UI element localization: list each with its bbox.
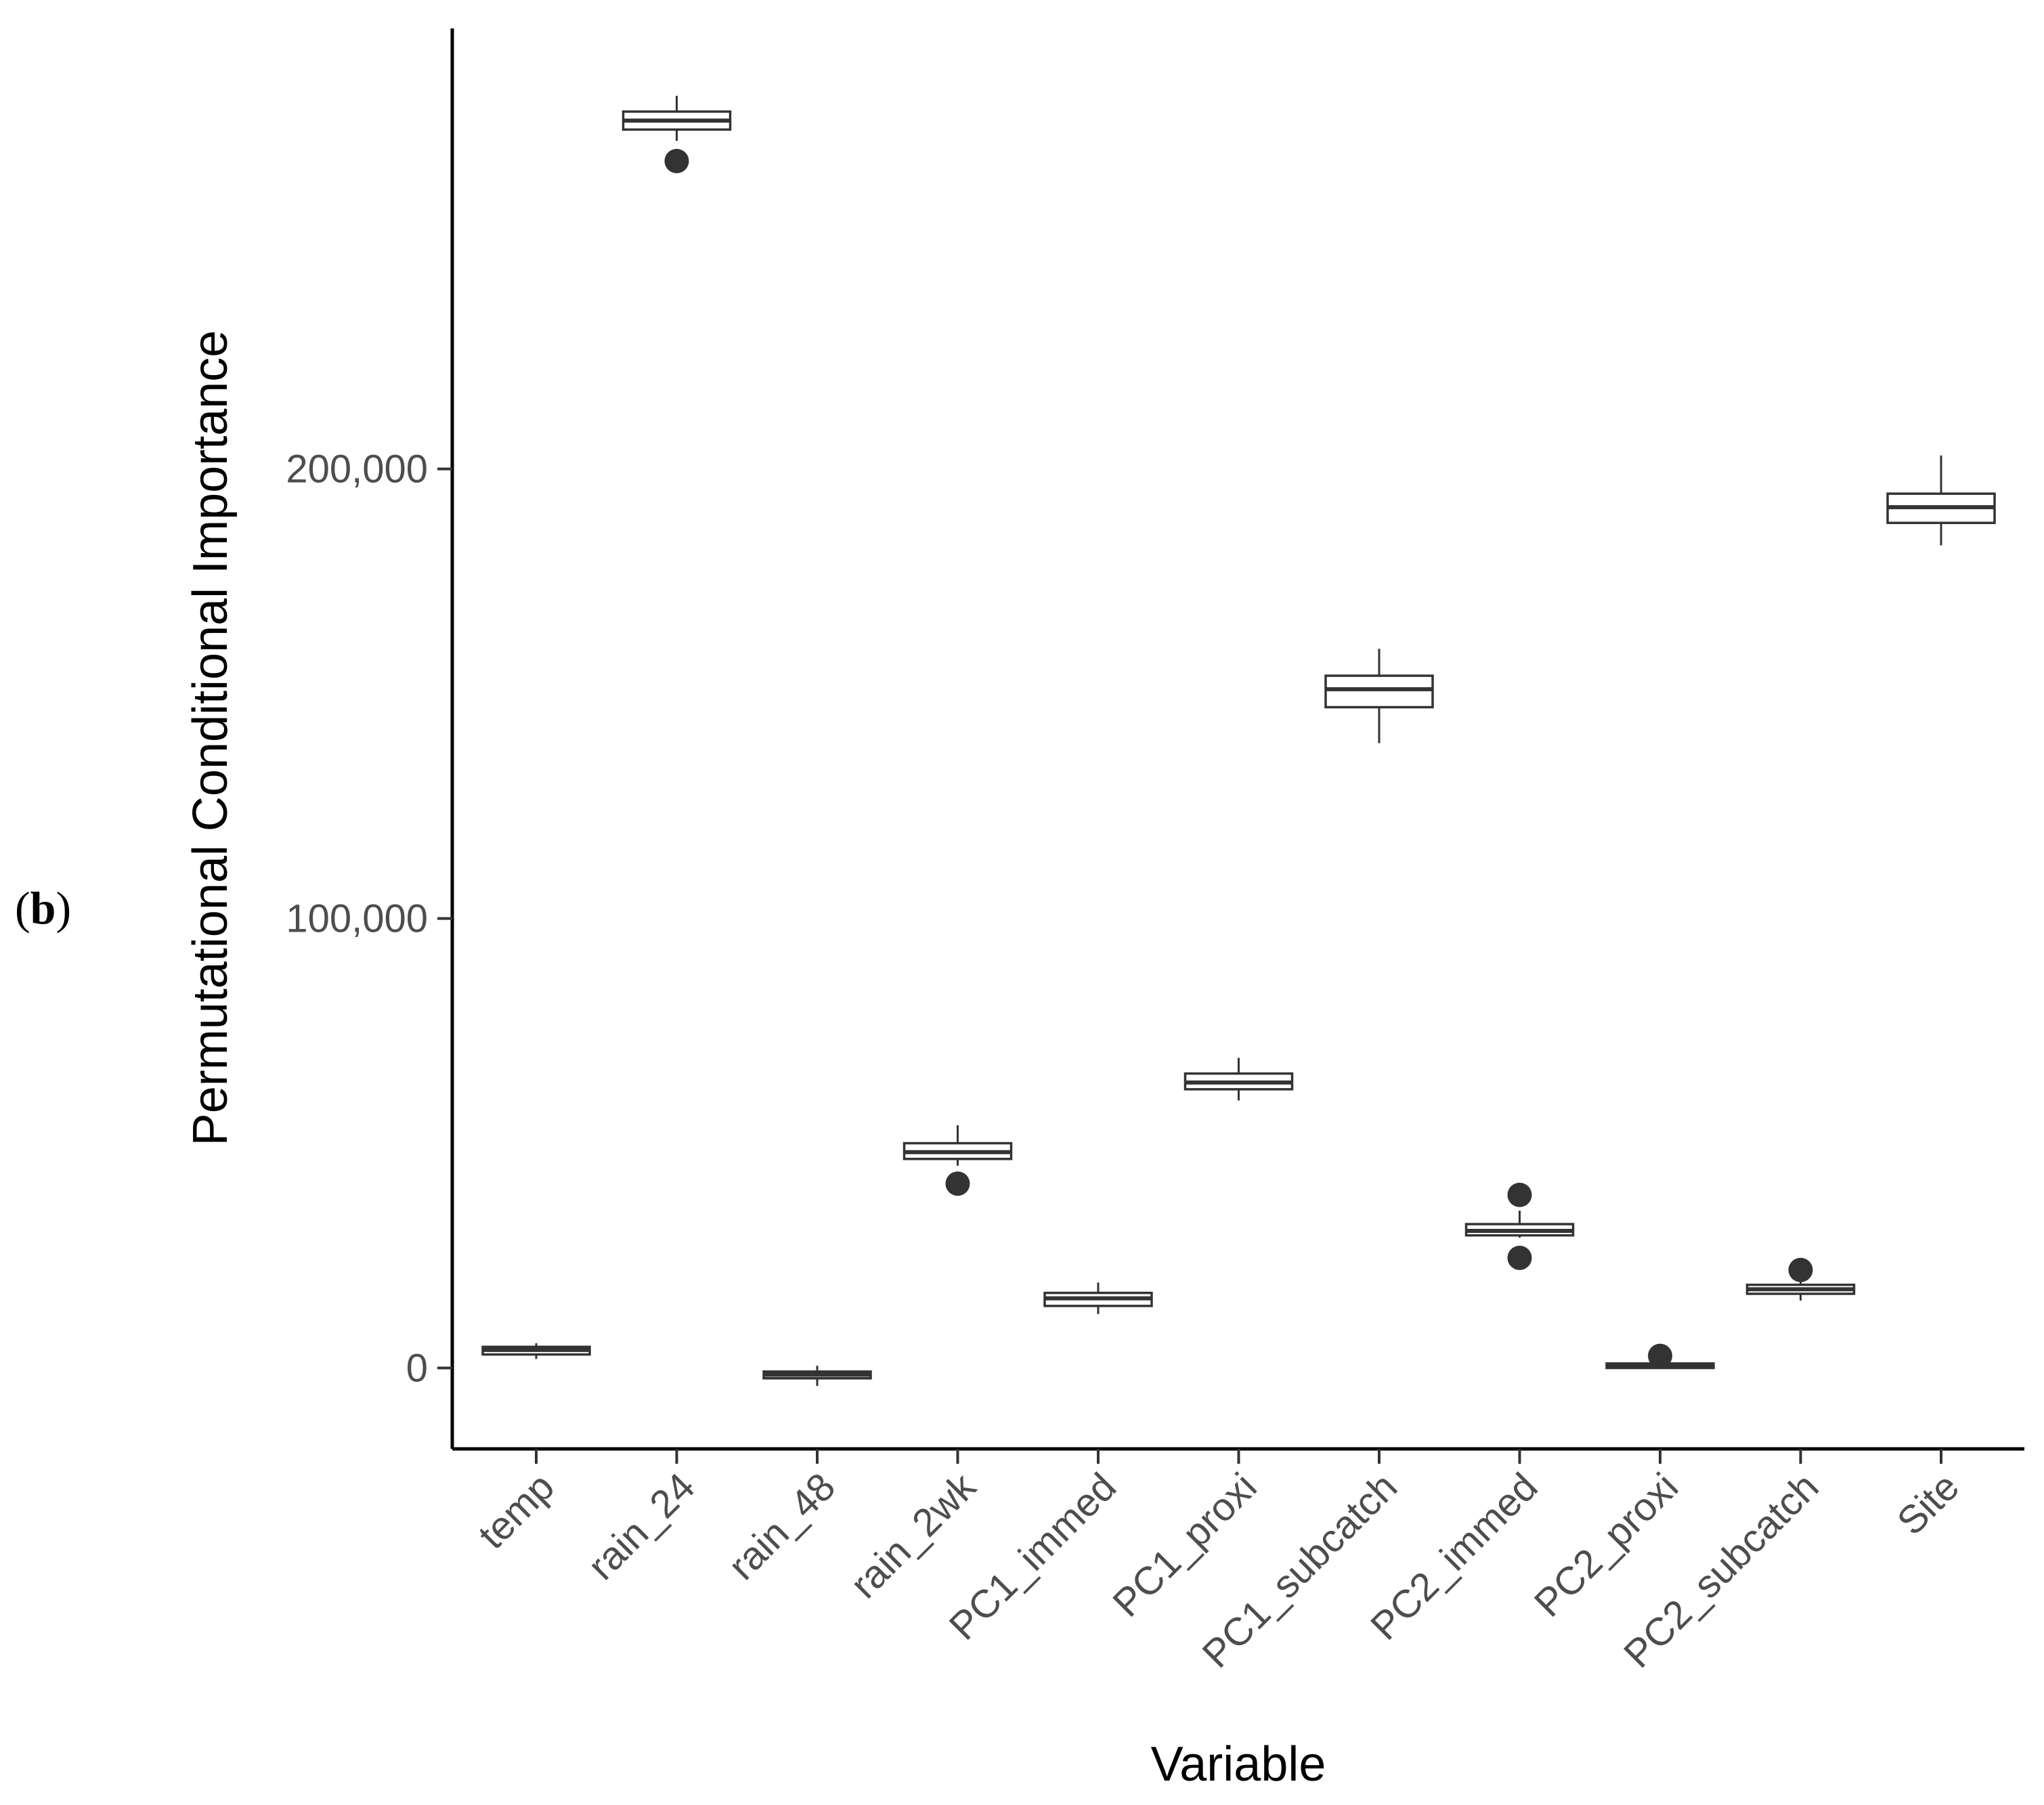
x-tick-label: rain_24 — [580, 1464, 703, 1588]
y-tick-label: 200,000 — [286, 448, 428, 492]
box-PC2_immed — [1464, 1182, 1575, 1270]
iqr-box — [1324, 674, 1434, 709]
axes: 0 100,000 200,000 temp rain_24 rain_48rain_2w… — [286, 28, 2024, 1676]
boxes — [481, 95, 1996, 1387]
box-rain_2wk — [903, 1125, 1013, 1196]
outlier-point — [1507, 1245, 1532, 1270]
box-PC1_immed — [1043, 1282, 1153, 1314]
x-axis-title: Variable — [1151, 1737, 1326, 1791]
x-tick-label: Site — [1889, 1464, 1968, 1544]
box-Site — [1886, 455, 1996, 546]
outlier-point — [1507, 1182, 1532, 1207]
y-tick-label: 100,000 — [286, 897, 428, 941]
box-temp — [481, 1343, 591, 1360]
box-rain_24 — [622, 95, 732, 173]
x-tick-label: rain_2wk — [842, 1464, 985, 1607]
outlier-point — [945, 1171, 970, 1196]
y-axis-title: Permutational Conditional Importance — [183, 330, 238, 1146]
box-PC1_proxi — [1183, 1058, 1294, 1101]
box-PC1_subcatch — [1324, 649, 1434, 743]
box-PC2_proxi — [1605, 1343, 1715, 1370]
box-rain_48 — [762, 1366, 872, 1387]
outlier-point — [664, 148, 689, 173]
axis-labels: Variable Permutational Conditional Import… — [183, 330, 1326, 1791]
box-PC2_subcatch — [1745, 1257, 1856, 1301]
outlier-point — [1788, 1257, 1813, 1282]
x-tick-label: temp — [470, 1464, 563, 1557]
y-tick-label: 0 — [406, 1346, 428, 1390]
panel-label: (b) — [15, 882, 72, 934]
x-tick-label: rain_48 — [720, 1464, 844, 1588]
outlier-point — [1648, 1343, 1672, 1368]
